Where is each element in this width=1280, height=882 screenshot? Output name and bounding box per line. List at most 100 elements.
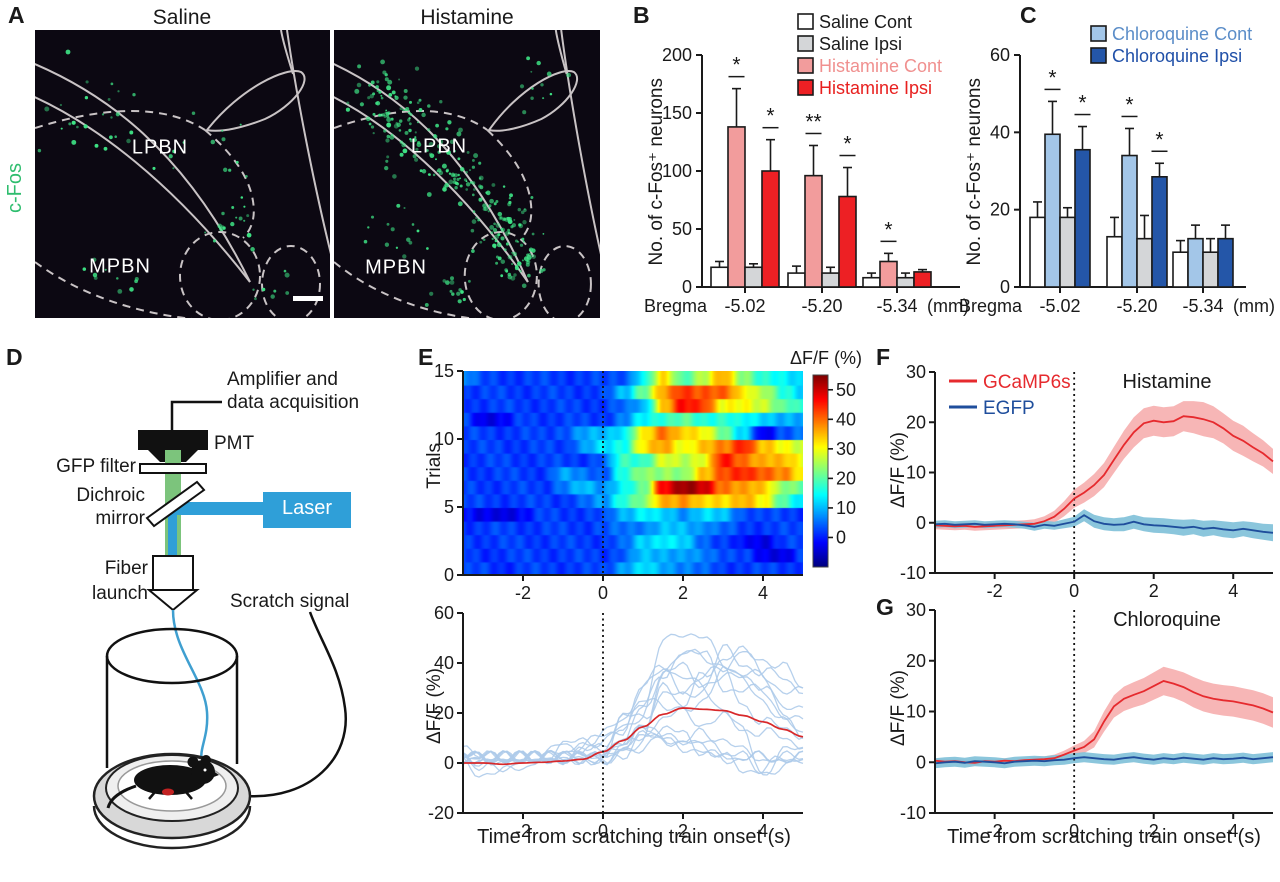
pmt-label: PMT — [214, 433, 255, 454]
x-tick-label: 0 — [1069, 581, 1079, 601]
mouse-leg — [185, 791, 193, 800]
series-band-egfp — [935, 752, 1273, 769]
laser-box — [263, 492, 351, 528]
amplifier-label-line2: data acquisition — [227, 392, 360, 413]
mouse-leg — [148, 791, 156, 800]
legend-label: Chloroquine Cont — [1112, 24, 1252, 44]
trial-trace — [462, 643, 804, 765]
scratch-site-marker — [162, 788, 174, 796]
bregma-label: Bregma — [959, 296, 1023, 316]
image-title-saline: Saline — [152, 6, 212, 29]
x-axis-label-g: Time from scratching train onset (s) — [947, 826, 1261, 848]
bar-chloroquine-cont — [1044, 133, 1061, 288]
dichroic-mirror — [145, 480, 206, 528]
legend-item: Histamine Cont — [797, 56, 942, 76]
legend-item: GCaMP6s — [949, 372, 1071, 393]
scratch-signal-label: Scratch signal — [230, 591, 350, 612]
y-tick-label: 0 — [916, 513, 926, 533]
y-tick-label: -20 — [428, 803, 454, 823]
y-axis-label-f: ΔF/F (%) — [888, 432, 909, 509]
legend-label: Saline Cont — [819, 12, 912, 32]
x-tick-label: 2 — [678, 821, 688, 841]
laser-beam-horizontal — [174, 502, 263, 515]
y-tick-label: 15 — [434, 361, 454, 381]
x-tick-label: 0 — [598, 821, 608, 841]
panel-letter-c: C — [1020, 2, 1037, 28]
bar-saline-ipsi — [896, 276, 915, 288]
bar-chloroquine-ipsi — [1151, 176, 1168, 288]
x-axis-label-e: Time from scratching train onset (s) — [477, 826, 791, 848]
panel-letter-b: B — [633, 2, 650, 28]
colorbar-tick-label: 10 — [836, 498, 856, 518]
gfp-filter-label: GFP filter — [56, 456, 136, 477]
x-tick-label: -5.02 — [724, 296, 765, 316]
mouse-ear — [201, 755, 211, 765]
legend-swatch — [797, 13, 814, 30]
y-axis-label-e: ΔF/F (%) — [424, 668, 445, 745]
x-tick-label: -2 — [515, 583, 531, 603]
legend-swatch — [797, 79, 814, 96]
y-tick-label: 0 — [444, 565, 454, 585]
brain-region-outlines — [334, 30, 600, 318]
y-tick-label: 30 — [906, 600, 926, 620]
trial-trace — [462, 648, 804, 766]
legend-label: Chloroquine Ipsi — [1112, 46, 1242, 66]
mouse-tail — [106, 784, 137, 809]
y-tick-label: 60 — [990, 45, 1010, 65]
gfp-filter — [139, 463, 207, 474]
region-label-lpbn: LPBN — [410, 135, 468, 158]
x-tick-label: 0 — [598, 583, 608, 603]
heatmap-axes — [457, 370, 803, 581]
x-tick-label: 0 — [1069, 821, 1079, 841]
mouse-head — [191, 760, 215, 784]
bar-saline-cont — [1172, 251, 1189, 288]
y-tick-label: 10 — [434, 429, 454, 449]
trials-axis-label: Trials — [424, 443, 445, 489]
significance-marker: ** — [805, 110, 821, 133]
x-tick-label: -5.34 — [876, 296, 917, 316]
bar-histamine-ipsi — [913, 271, 932, 288]
x-tick-label: -5.34 — [1182, 296, 1223, 316]
mouse-body — [134, 765, 206, 795]
chart-title: Histamine — [1123, 371, 1212, 393]
y-tick-label: 40 — [434, 653, 454, 673]
pmt-box — [138, 430, 208, 450]
x-tick-label: -5.20 — [1116, 296, 1157, 316]
dish-rim-lower — [92, 805, 252, 850]
y-axis-label-c: No. of c-Fos⁺ neurons — [964, 78, 985, 266]
y-tick-label: 20 — [990, 200, 1010, 220]
mouse-eye — [203, 768, 207, 772]
trial-trace — [462, 649, 804, 766]
legend-label: Histamine Cont — [819, 56, 942, 76]
micrograph-histamine — [334, 30, 600, 318]
dichroic-mirror-label: Dichroic mirror — [76, 485, 145, 529]
bar-saline-cont — [1029, 216, 1046, 288]
bars-group — [1029, 100, 1234, 288]
panel-letter-e: E — [418, 344, 434, 370]
series-band-gcamp6s — [935, 401, 1273, 531]
individual-trial-traces — [462, 633, 804, 778]
legend-item: Saline Cont — [797, 12, 912, 32]
fiber-launch-label: Fiber launch — [92, 558, 148, 604]
y-tick-label: 40 — [990, 122, 1010, 142]
colorbar-tick-label: 20 — [836, 468, 856, 488]
legend-swatch — [797, 57, 814, 74]
legend-label: EGFP — [983, 398, 1035, 419]
y-tick-label: 5 — [444, 497, 454, 517]
x-tick-label: 4 — [758, 583, 768, 603]
trial-trace — [462, 724, 804, 778]
y-tick-label: 10 — [906, 463, 926, 483]
colorbar-tick-label: 0 — [836, 527, 846, 547]
region-label-mpbn: MPBN — [365, 256, 427, 279]
trace-plot-axes — [457, 612, 803, 819]
significance-marker: * — [884, 218, 892, 241]
cfos-stain-label: c-Fos — [4, 163, 26, 213]
y-tick-label: 200 — [662, 45, 692, 65]
y-tick-label: 150 — [662, 103, 692, 123]
bar-chloroquine-ipsi — [1074, 148, 1091, 288]
line-chart-histamine: -10 0 10 20 30 -2 0 2 4 Histamine GCaMP6s EGFP — [900, 362, 1274, 601]
x-tick-label: 4 — [1228, 581, 1238, 601]
x-tick-label: 2 — [678, 583, 688, 603]
legend-item: EGFP — [949, 398, 1035, 419]
